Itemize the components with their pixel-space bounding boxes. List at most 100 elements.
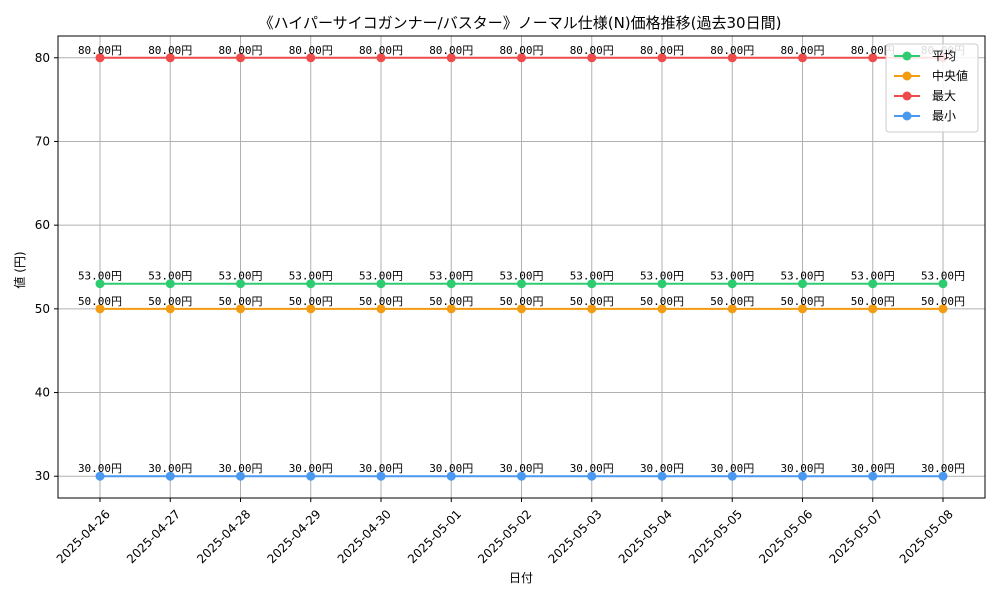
x-tick-label: 2025-05-08 bbox=[897, 507, 956, 566]
legend-entry: 中央値 bbox=[932, 68, 968, 83]
data-label: 50.00円 bbox=[359, 295, 403, 308]
data-label: 53.00円 bbox=[780, 270, 824, 283]
data-point bbox=[517, 304, 526, 314]
data-point bbox=[306, 279, 316, 289]
data-label: 53.00円 bbox=[218, 270, 262, 283]
data-label: 30.00円 bbox=[851, 462, 895, 475]
data-point bbox=[306, 471, 316, 481]
x-tick-label: 2025-05-02 bbox=[475, 507, 534, 566]
data-label: 53.00円 bbox=[921, 270, 965, 283]
data-label: 30.00円 bbox=[499, 462, 543, 475]
data-label: 30.00円 bbox=[429, 462, 473, 475]
data-point bbox=[306, 304, 316, 314]
data-point bbox=[165, 279, 175, 289]
x-tick-label: 2025-04-28 bbox=[194, 507, 253, 566]
y-axis-label: 値 (円) bbox=[12, 251, 27, 288]
y-tick-label: 50 bbox=[35, 302, 50, 316]
data-label: 30.00円 bbox=[289, 462, 333, 475]
data-point bbox=[236, 471, 245, 481]
data-point bbox=[376, 53, 386, 63]
legend-entry: 最大 bbox=[932, 89, 956, 103]
data-label: 53.00円 bbox=[499, 270, 543, 283]
data-label: 53.00円 bbox=[148, 270, 192, 283]
data-point bbox=[165, 471, 175, 481]
data-label: 80.00円 bbox=[218, 44, 262, 57]
data-label: 50.00円 bbox=[148, 295, 192, 308]
data-point bbox=[236, 279, 245, 289]
data-point bbox=[868, 53, 878, 63]
data-label: 50.00円 bbox=[851, 295, 895, 308]
data-point bbox=[727, 471, 737, 481]
x-tick-label: 2025-05-06 bbox=[756, 507, 815, 566]
data-point bbox=[95, 53, 105, 63]
grid-layer bbox=[58, 36, 985, 498]
x-tick-label: 2025-05-03 bbox=[545, 507, 604, 566]
data-label: 50.00円 bbox=[710, 295, 754, 308]
data-point bbox=[938, 304, 948, 314]
data-point bbox=[798, 53, 807, 63]
data-point bbox=[587, 53, 597, 63]
data-point bbox=[376, 304, 386, 314]
data-point bbox=[727, 304, 737, 314]
y-tick-label: 70 bbox=[35, 134, 50, 148]
y-tick-label: 30 bbox=[35, 469, 50, 483]
data-point bbox=[938, 471, 948, 481]
data-label: 53.00円 bbox=[359, 270, 403, 283]
data-point bbox=[868, 471, 878, 481]
legend-entry: 平均 bbox=[932, 49, 956, 63]
data-point bbox=[446, 471, 456, 481]
legend-box bbox=[885, 43, 979, 133]
data-point bbox=[868, 304, 878, 314]
data-label: 50.00円 bbox=[289, 295, 333, 308]
data-point bbox=[657, 471, 667, 481]
data-label: 30.00円 bbox=[640, 462, 684, 475]
data-label: 30.00円 bbox=[780, 462, 824, 475]
x-tick-label: 2025-04-30 bbox=[335, 507, 394, 566]
data-label: 30.00円 bbox=[921, 462, 965, 475]
data-point bbox=[446, 279, 456, 289]
data-point bbox=[517, 279, 526, 289]
data-point bbox=[868, 279, 878, 289]
data-label: 80.00円 bbox=[570, 44, 614, 57]
data-point bbox=[95, 471, 105, 481]
data-point bbox=[376, 279, 386, 289]
data-label: 30.00円 bbox=[148, 462, 192, 475]
data-label: 80.00円 bbox=[78, 44, 122, 57]
data-point bbox=[165, 304, 175, 314]
data-point bbox=[517, 471, 526, 481]
data-point bbox=[657, 304, 667, 314]
series-layer bbox=[95, 53, 948, 481]
y-tick-label: 60 bbox=[35, 218, 50, 232]
data-label: 53.00円 bbox=[570, 270, 614, 283]
data-label: 80.00円 bbox=[429, 44, 473, 57]
data-label: 50.00円 bbox=[921, 295, 965, 308]
data-point bbox=[587, 304, 597, 314]
data-point bbox=[95, 304, 105, 314]
data-point bbox=[657, 53, 667, 63]
data-label: 50.00円 bbox=[640, 295, 684, 308]
data-label: 50.00円 bbox=[499, 295, 543, 308]
data-point bbox=[727, 279, 737, 289]
x-tick-label: 2025-05-05 bbox=[686, 507, 745, 566]
data-label: 30.00円 bbox=[78, 462, 122, 475]
data-point bbox=[446, 53, 456, 63]
data-label: 80.00円 bbox=[710, 44, 754, 57]
data-point bbox=[95, 279, 105, 289]
data-point bbox=[306, 53, 316, 63]
chart-title: 《ハイパーサイコガンナー/バスター》ノーマル仕様(N)価格推移(過去30日間) bbox=[259, 14, 782, 32]
data-label: 53.00円 bbox=[78, 270, 122, 283]
data-label: 50.00円 bbox=[780, 295, 824, 308]
data-point bbox=[727, 53, 737, 63]
data-point bbox=[798, 304, 807, 314]
data-point bbox=[938, 279, 948, 289]
data-label: 80.00円 bbox=[499, 44, 543, 57]
legend-entry: 最小 bbox=[932, 109, 956, 123]
data-label: 50.00円 bbox=[570, 295, 614, 308]
data-label: 80.00円 bbox=[851, 44, 895, 57]
data-point bbox=[587, 471, 597, 481]
data-label: 53.00円 bbox=[640, 270, 684, 283]
x-axis-label: 日付 bbox=[509, 571, 533, 585]
data-label: 80.00円 bbox=[148, 44, 192, 57]
data-label: 30.00円 bbox=[359, 462, 403, 475]
